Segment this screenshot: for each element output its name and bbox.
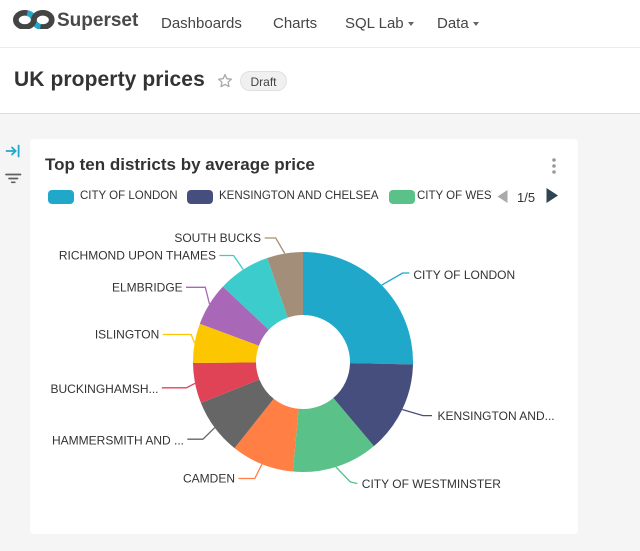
svg-text:HAMMERSMITH AND ...: HAMMERSMITH AND ... <box>52 433 184 447</box>
svg-text:CITY OF WESTMINSTER: CITY OF WESTMINSTER <box>362 477 501 491</box>
svg-text:SOUTH BUCKS: SOUTH BUCKS <box>174 231 261 245</box>
svg-text:CITY OF LONDON: CITY OF LONDON <box>413 268 515 282</box>
svg-text:KENSINGTON AND...: KENSINGTON AND... <box>438 409 555 423</box>
svg-text:ISLINGTON: ISLINGTON <box>95 328 159 342</box>
svg-text:BUCKINGHAMSH...: BUCKINGHAMSH... <box>50 382 158 396</box>
svg-text:RICHMOND UPON THAMES: RICHMOND UPON THAMES <box>59 249 216 263</box>
svg-text:CAMDEN: CAMDEN <box>183 472 235 486</box>
svg-text:ELMBRIDGE: ELMBRIDGE <box>112 281 183 295</box>
